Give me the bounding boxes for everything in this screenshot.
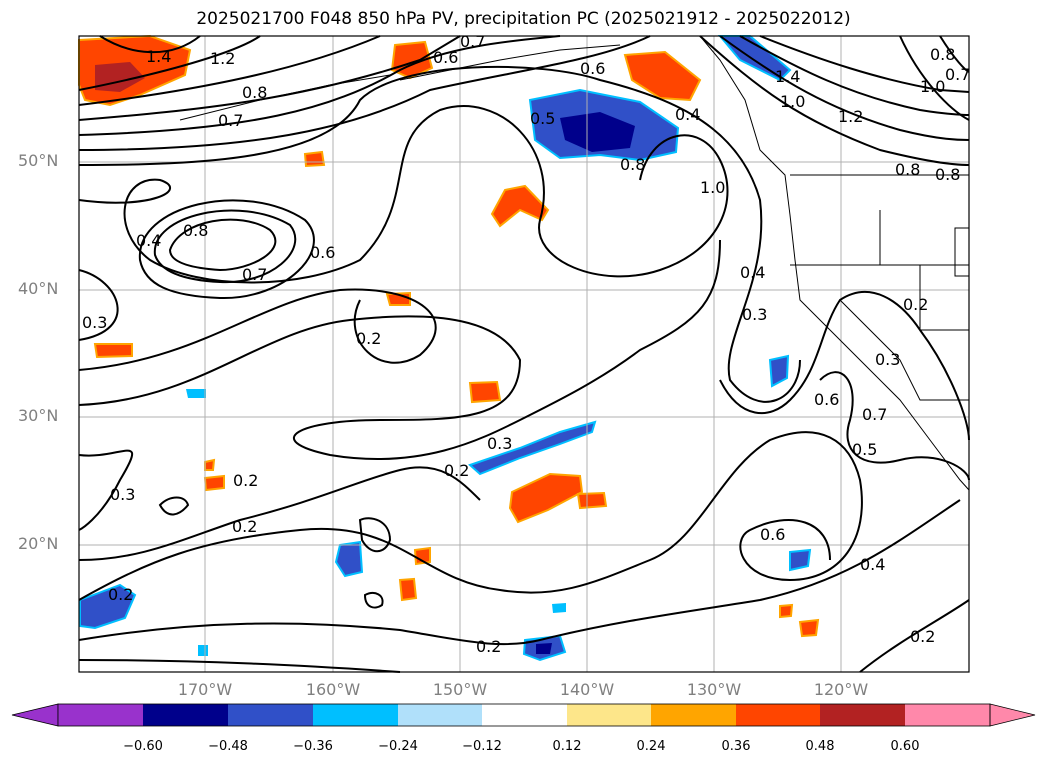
lon-label: 150°W	[432, 680, 488, 699]
map-title: 2025021700 F048 850 hPa PV, precipitatio…	[196, 9, 851, 29]
contour-label: 0.6	[580, 59, 605, 78]
contour-label: 0.6	[433, 48, 458, 67]
contour-label: 0.3	[742, 305, 767, 324]
contour-label: 0.8	[183, 221, 208, 240]
contour-label: 0.2	[910, 627, 935, 646]
colorbar-tick-label: −0.12	[462, 739, 502, 754]
lat-label: 50°N	[18, 151, 59, 170]
colorbar	[11, 703, 1036, 727]
contour-label: 0.6	[310, 243, 335, 262]
colorbar-segment	[567, 704, 651, 726]
contour-label: 1.4	[775, 67, 800, 86]
colorbar-segment	[482, 704, 567, 726]
pv-contours	[78, 35, 970, 673]
contour-label: 1.2	[210, 49, 235, 68]
colorbar-tick-label: 0.12	[552, 739, 582, 754]
colorbar-tick-label: −0.24	[378, 739, 418, 754]
colorbar-segment	[143, 704, 228, 726]
contour-label: 0.4	[740, 263, 765, 282]
map-background	[79, 36, 969, 672]
gridlines	[79, 36, 969, 672]
contour-label: 1.0	[700, 178, 725, 197]
colorbar-segment	[398, 704, 482, 726]
contour-label: 0.3	[110, 485, 135, 504]
colorbar-extend-low	[11, 703, 59, 727]
contour-label: 0.2	[108, 585, 133, 604]
colorbar-tick-label: −0.60	[123, 739, 163, 754]
lon-label: 140°W	[559, 680, 615, 699]
contour-label: 0.3	[875, 350, 900, 369]
colorbar-tick-label: 0.24	[636, 739, 666, 754]
lon-label: 120°W	[813, 680, 869, 699]
colorbar-segment	[651, 704, 736, 726]
colorbar-segment	[228, 704, 313, 726]
contour-label: 0.2	[903, 295, 928, 314]
contour-label: 0.4	[136, 231, 161, 250]
contour-label: 0.6	[814, 390, 839, 409]
contour-label: 0.7	[460, 32, 485, 51]
contour-label: 0.5	[530, 109, 555, 128]
contour-label: 1.0	[920, 77, 945, 96]
colorbar-segment	[58, 704, 143, 726]
contour-label: 0.7	[242, 265, 267, 284]
contour-label: 0.5	[852, 440, 877, 459]
colorbar-tick-label: 0.48	[805, 739, 835, 754]
lon-label: 160°W	[305, 680, 361, 699]
contour-label: 0.2	[356, 329, 381, 348]
contour-label: 0.3	[82, 313, 107, 332]
colorbar-tick-label: −0.48	[208, 739, 248, 754]
lat-label: 30°N	[18, 406, 59, 425]
colorbar-tick-label: 0.36	[721, 739, 751, 754]
colorbar-extend-high	[989, 703, 1036, 727]
contour-label: 0.4	[860, 555, 885, 574]
colorbar-segment	[313, 704, 398, 726]
precip-negative-regions	[79, 35, 812, 662]
contour-label: 1.0	[780, 92, 805, 111]
contour-label: 0.8	[935, 165, 960, 184]
contour-label: 0.8	[242, 83, 267, 102]
colorbar-tick-label: −0.36	[293, 739, 333, 754]
contour-label: 0.2	[232, 517, 257, 536]
contour-label: 0.8	[895, 160, 920, 179]
contour-label: 0.2	[233, 471, 258, 490]
contour-label-group: 1.4 1.2 0.8 0.7 0.6 0.7 0.6 0.5 0.8 1.0 …	[82, 32, 970, 656]
lat-label: 20°N	[18, 534, 59, 553]
contour-label: 0.7	[945, 65, 970, 84]
contour-label: 1.4	[146, 47, 171, 66]
contour-label: 0.7	[218, 111, 243, 130]
colorbar-segment	[905, 704, 990, 726]
lon-label: 130°W	[686, 680, 742, 699]
colorbar-segment	[820, 704, 905, 726]
colorbar-frame	[57, 703, 991, 727]
lat-label: 40°N	[18, 279, 59, 298]
colorbar-tick-label: 0.60	[890, 739, 920, 754]
contour-label: 0.2	[476, 637, 501, 656]
colorbar-segment	[736, 704, 820, 726]
map-frame	[78, 35, 970, 673]
contour-label: 0.6	[760, 525, 785, 544]
lon-label: 170°W	[177, 680, 233, 699]
contour-label: 0.7	[862, 405, 887, 424]
contour-label: 1.2	[838, 107, 863, 126]
contour-label: 0.8	[620, 155, 645, 174]
precip-positive-regions	[78, 34, 820, 638]
contour-label: 0.4	[675, 105, 700, 124]
contour-label: 0.8	[930, 45, 955, 64]
contour-label: 0.2	[444, 461, 469, 480]
contour-label: 0.3	[487, 434, 512, 453]
coastlines	[179, 35, 970, 491]
